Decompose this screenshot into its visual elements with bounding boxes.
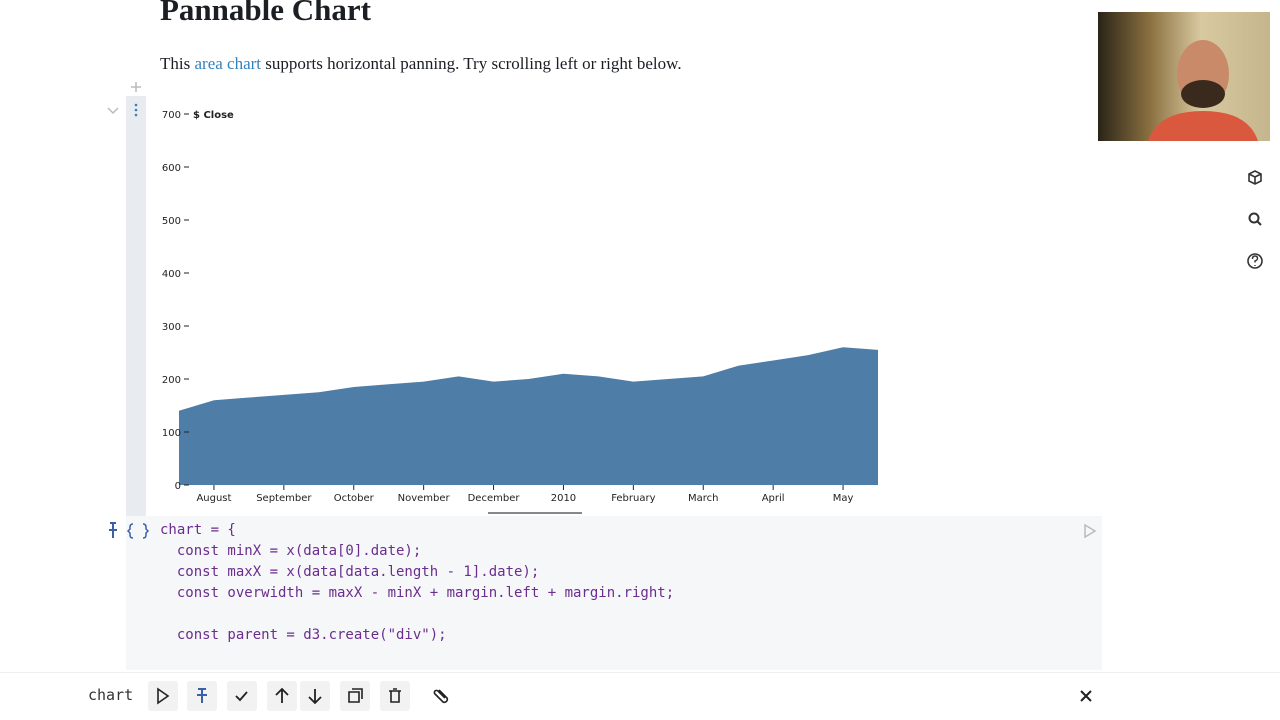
x-tick-label: August <box>196 493 231 504</box>
y-axis-label: $ Close <box>193 110 234 121</box>
y-tick-label: 100 <box>162 428 181 439</box>
x-tick-label: March <box>688 493 718 504</box>
code-line: const minX = x(data[0].date); <box>160 543 422 559</box>
code: chart = { const minX = x(data[0].date); … <box>160 520 674 604</box>
intro-text: supports horizontal panning. Try scrolli… <box>265 54 682 73</box>
y-tick-label: 0 <box>175 481 181 492</box>
webcam-video <box>1098 12 1270 141</box>
x-tick-label: April <box>762 493 785 504</box>
x-tick-label: February <box>611 493 655 504</box>
x-tick-label: May <box>833 493 854 504</box>
intro-link[interactable]: area chart <box>194 54 262 73</box>
intro-text: This <box>160 54 191 73</box>
code-cell-icons[interactable] <box>104 520 154 542</box>
area <box>179 347 878 485</box>
x-tick-label: September <box>256 493 312 504</box>
code-line: const maxX = x(data[data.length - 1].dat… <box>160 564 540 580</box>
y-tick-label: 500 <box>162 216 181 227</box>
toolbar-buttons[interactable] <box>145 680 1105 712</box>
code-line: const parent = d3.create("div"); <box>160 627 447 643</box>
code-line: chart = { <box>160 522 236 538</box>
run-button[interactable] <box>1082 523 1098 539</box>
cell-gutter <box>126 96 146 516</box>
x-tick-label: October <box>334 493 375 504</box>
page-title: Pannable Chart <box>160 0 371 27</box>
y-tick-label: 700 <box>162 110 181 121</box>
cell-name: chart <box>88 686 134 704</box>
code: const parent = d3.create("div"); <box>160 625 447 646</box>
code-cell[interactable] <box>126 516 1102 670</box>
y-tick-label: 300 <box>162 322 181 333</box>
x-tick-label: November <box>398 493 451 504</box>
intro: This area chart supports horizontal pann… <box>160 54 682 74</box>
chart[interactable]: 0 100 200 300 400 500 600 700 $ Close August Septe… <box>0 0 1000 520</box>
x-tick-label: 2010 <box>551 493 576 504</box>
y-tick-label: 200 <box>162 375 181 386</box>
y-tick-label: 600 <box>162 163 181 174</box>
side-icons[interactable] <box>1242 166 1270 276</box>
cell-controls[interactable] <box>100 78 150 118</box>
y-tick-label: 400 <box>162 269 181 280</box>
code-line: const overwidth = maxX - minX + margin.l… <box>160 585 675 601</box>
x-tick-label: December <box>468 493 521 504</box>
webcam-figure <box>1148 40 1258 141</box>
